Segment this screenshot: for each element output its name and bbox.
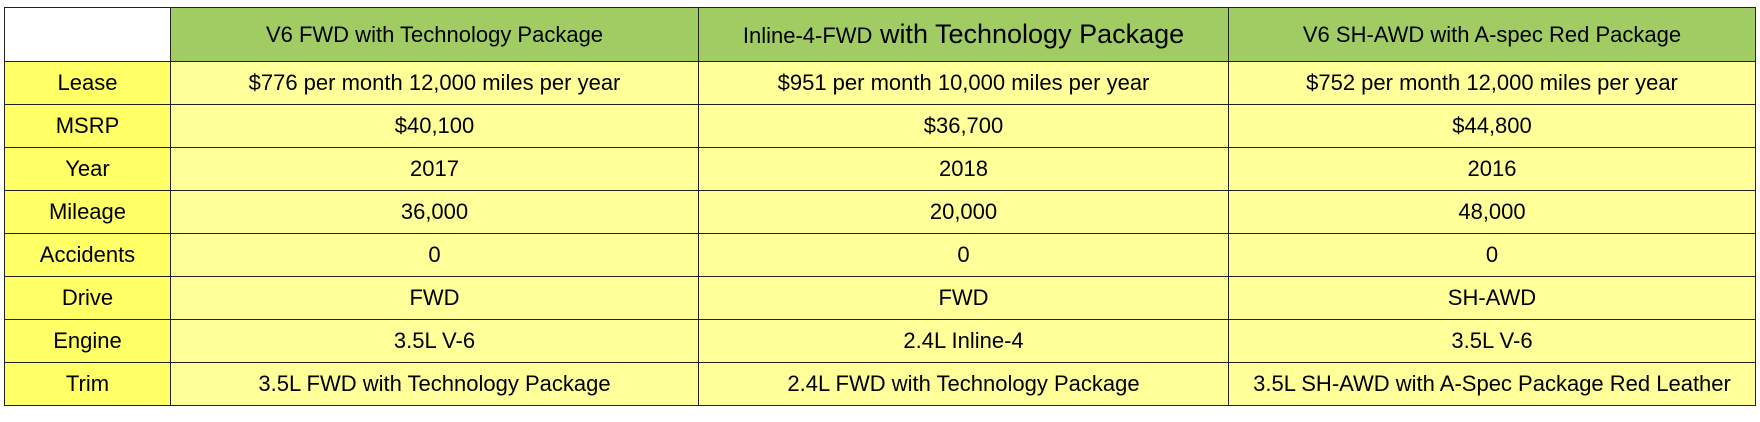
table-cell: 2.4L FWD with Technology Package — [698, 362, 1229, 406]
table-cell: FWD — [170, 276, 699, 320]
table-cell: 0 — [698, 233, 1229, 277]
table-cell: 0 — [1228, 233, 1756, 277]
table-cell: 3.5L SH-AWD with A-Spec Package Red Leat… — [1228, 362, 1756, 406]
column-header-inline4-fwd: Inline-4-FWD with Technology Package — [698, 7, 1229, 62]
table-cell: FWD — [698, 276, 1229, 320]
table-cell: $776 per month 12,000 miles per year — [170, 61, 699, 105]
table-cell: 2.4L Inline-4 — [698, 319, 1229, 363]
row-label-drive: Drive — [4, 276, 171, 320]
table-cell: SH-AWD — [1228, 276, 1756, 320]
comparison-table: V6 FWD with Technology Package Inline-4-… — [4, 7, 1756, 406]
column-header-inline4-part1: Inline-4-FWD — [742, 23, 873, 48]
table-cell: 2017 — [170, 147, 699, 191]
row-label-year: Year — [4, 147, 171, 191]
header-row: V6 FWD with Technology Package Inline-4-… — [4, 7, 1756, 62]
table-cell: $951 per month 10,000 miles per year — [698, 61, 1229, 105]
table-row: Accidents 0 0 0 — [4, 233, 1756, 277]
row-label-msrp: MSRP — [4, 104, 171, 148]
row-label-trim: Trim — [4, 362, 171, 406]
row-label-lease: Lease — [4, 61, 171, 105]
table-row: Year 2017 2018 2016 — [4, 147, 1756, 191]
table-cell: $40,100 — [170, 104, 699, 148]
table-cell: 3.5L FWD with Technology Package — [170, 362, 699, 406]
table-cell: 2018 — [698, 147, 1229, 191]
table-row: Mileage 36,000 20,000 48,000 — [4, 190, 1756, 234]
column-header-inline4-part2: with Technology Package — [872, 19, 1185, 49]
table-header: V6 FWD with Technology Package Inline-4-… — [4, 7, 1756, 62]
table-cell: 3.5L V-6 — [170, 319, 699, 363]
table-cell: 0 — [170, 233, 699, 277]
table-row: Lease $776 per month 12,000 miles per yea… — [4, 61, 1756, 105]
row-label-engine: Engine — [4, 319, 171, 363]
table-cell: 48,000 — [1228, 190, 1756, 234]
table-body: Lease $776 per month 12,000 miles per yea… — [4, 61, 1756, 406]
column-header-v6-shawd: V6 SH-AWD with A-spec Red Package — [1228, 7, 1756, 62]
table-cell: $36,700 — [698, 104, 1229, 148]
table-cell: $44,800 — [1228, 104, 1756, 148]
table-cell: 2016 — [1228, 147, 1756, 191]
table-row: MSRP $40,100 $36,700 $44,800 — [4, 104, 1756, 148]
corner-cell — [4, 7, 171, 62]
row-label-accidents: Accidents — [4, 233, 171, 277]
row-label-mileage: Mileage — [4, 190, 171, 234]
table-row: Engine 3.5L V-6 2.4L Inline-4 3.5L V-6 — [4, 319, 1756, 363]
table-cell: 3.5L V-6 — [1228, 319, 1756, 363]
table-row: Drive FWD FWD SH-AWD — [4, 276, 1756, 320]
table-cell: 20,000 — [698, 190, 1229, 234]
table-cell: $752 per month 12,000 miles per year — [1228, 61, 1756, 105]
table-row: Trim 3.5L FWD with Technology Package 2.4L… — [4, 362, 1756, 406]
table-cell: 36,000 — [170, 190, 699, 234]
column-header-v6-fwd: V6 FWD with Technology Package — [170, 7, 699, 62]
